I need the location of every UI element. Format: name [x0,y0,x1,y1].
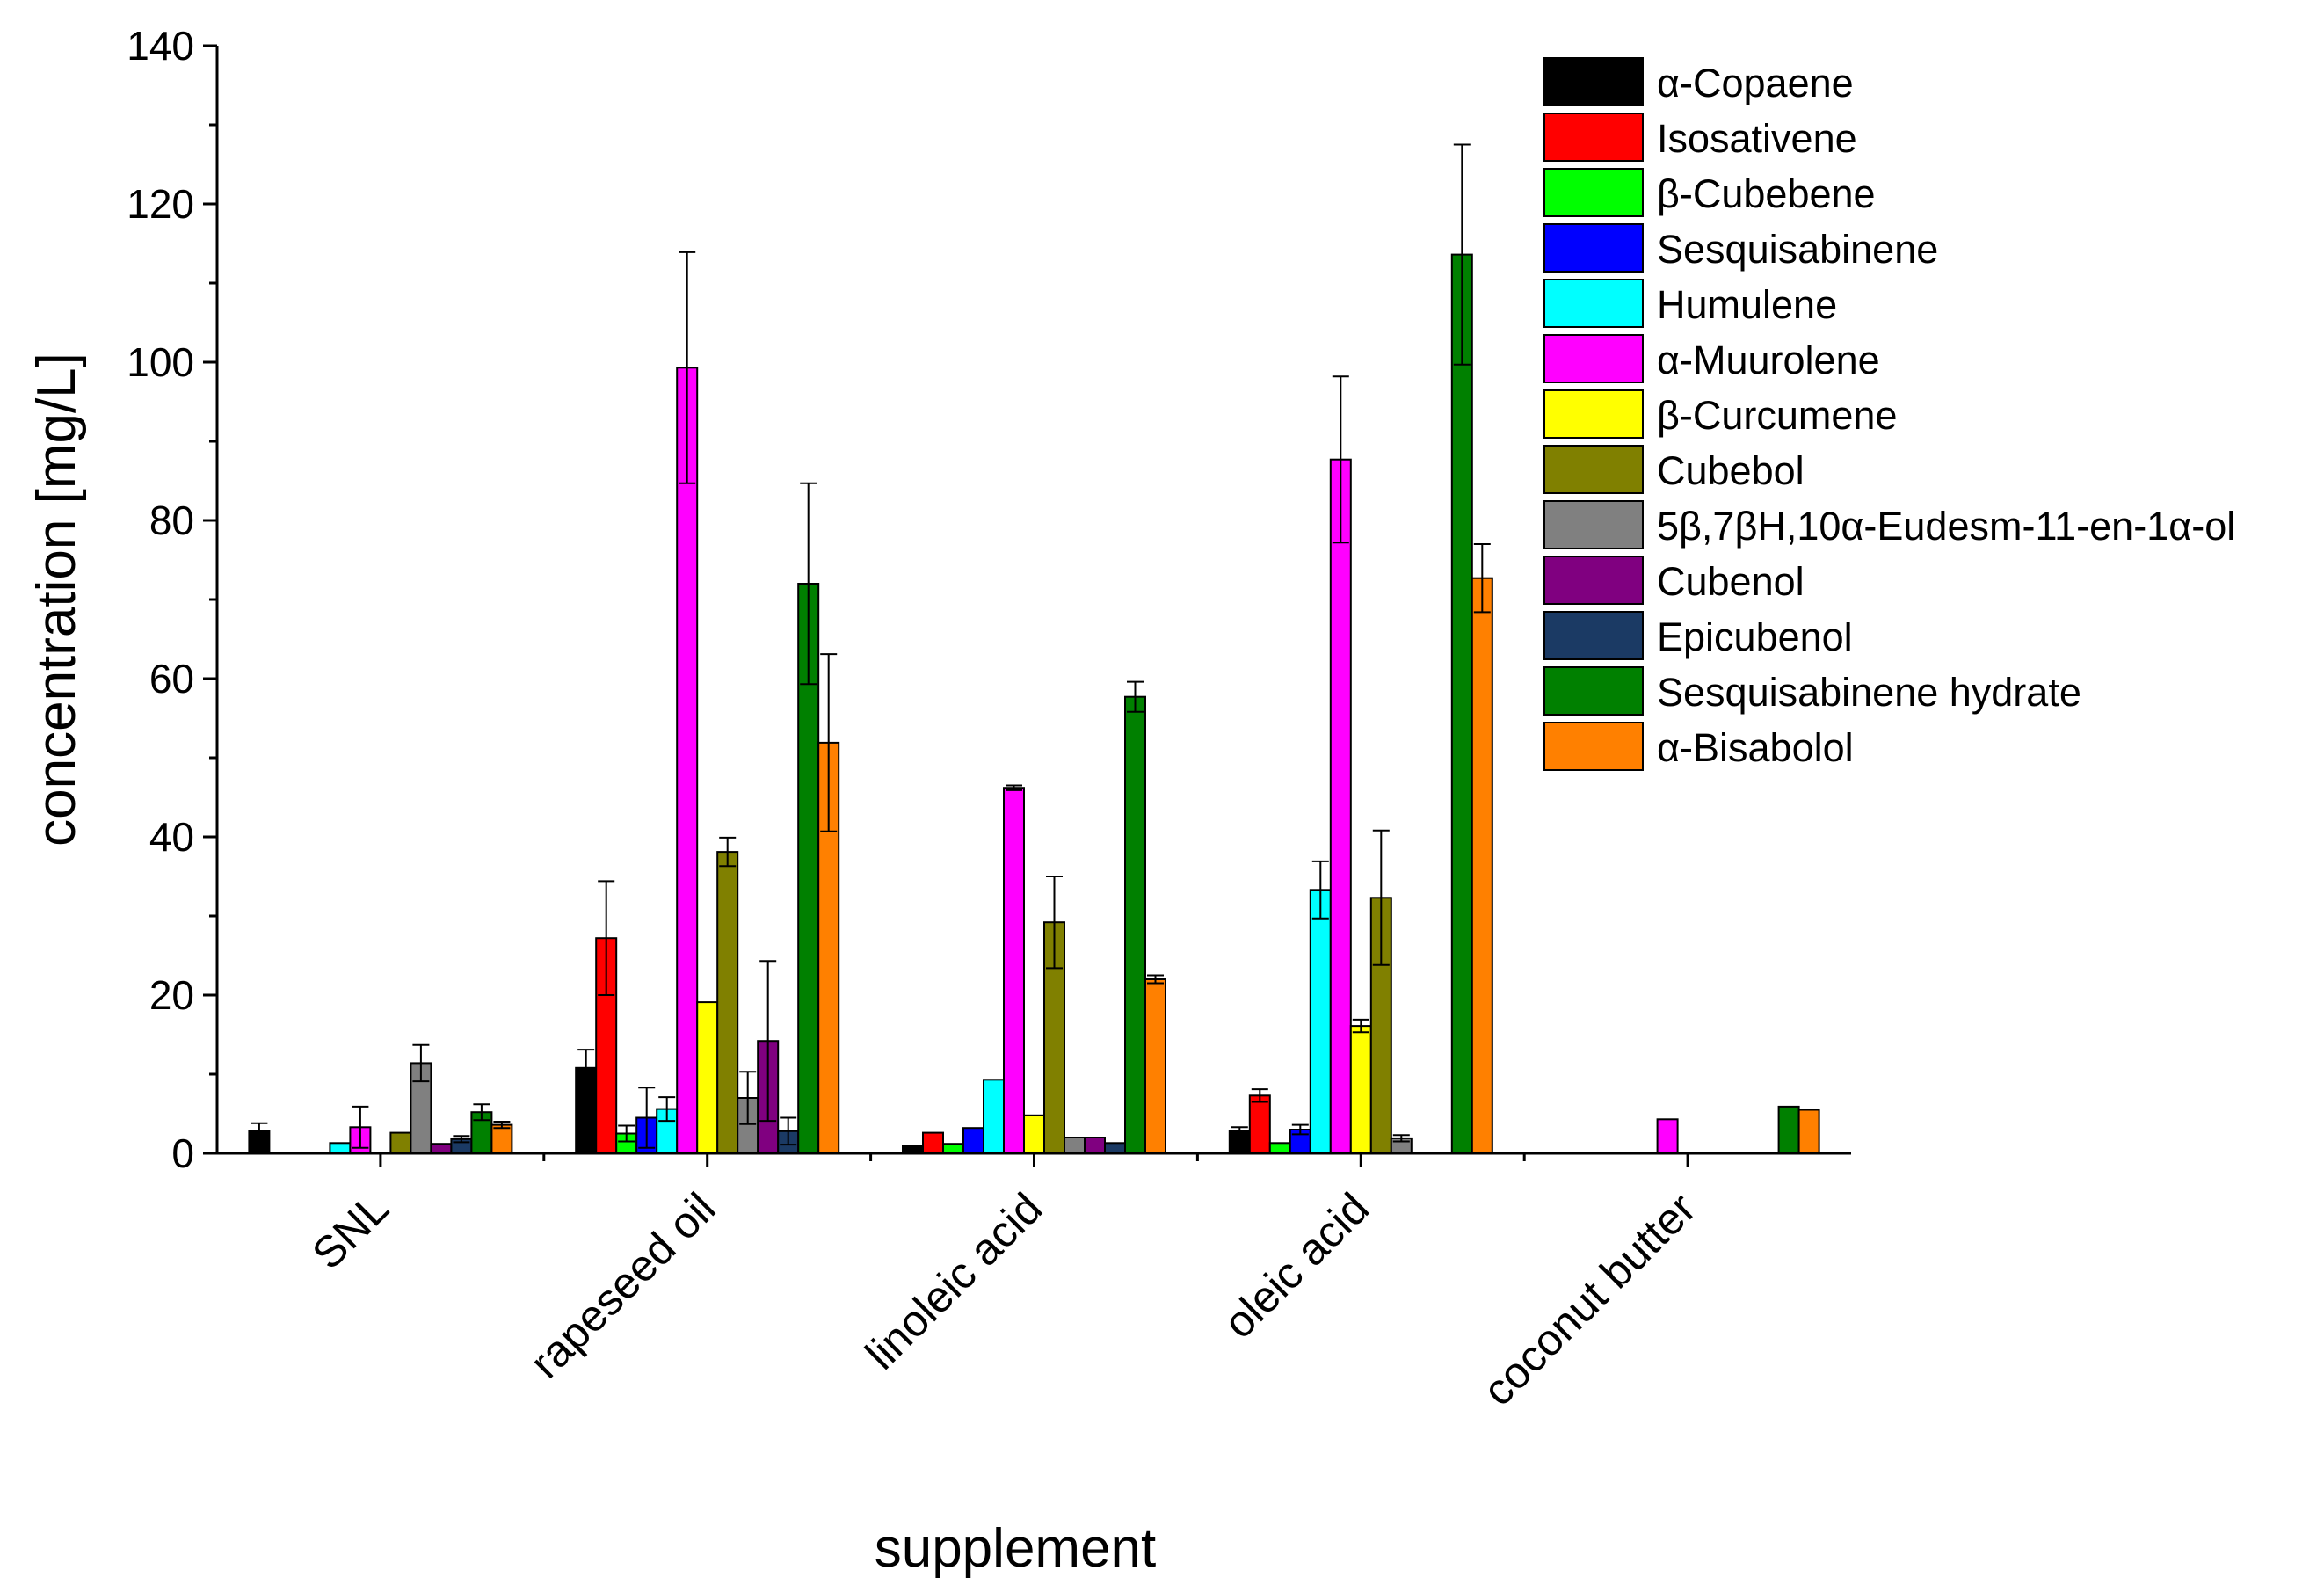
bar-cubebol-snl [389,1131,412,1154]
legend-label-cubebol: Cubebol [1657,448,1805,493]
y-tick-label: 120 [127,181,194,227]
bar-humulene-oleic-acid [1309,889,1332,1154]
legend-label-copaene: α-Copaene [1657,61,1854,105]
y-tick-label: 80 [149,498,194,543]
legend-label-humulene: Humulene [1657,282,1837,327]
bar-isosativene-linoleic-acid [922,1131,944,1154]
legend-swatch-epicubenol [1543,611,1644,660]
legend-swatch-bisabolol [1543,722,1644,771]
bar-sesquisabinene-linoleic-acid [962,1127,984,1154]
legend-swatch-cubebol [1543,445,1644,494]
legend-swatch-curcumene [1543,389,1644,439]
legend-label-epicubenol: Epicubenol [1657,614,1853,659]
legend: α-Copaene Isosativene β-Cubebene Sesquisabi… [1543,57,2235,771]
y-tick-label: 40 [149,814,194,860]
bar-cubenol-snl [430,1143,453,1154]
legend-label-muurolene: α-Muurolene [1657,338,1880,382]
bar-5-7-h-10-eudesm-11-en-1-ol-linoleic-acid [1064,1137,1086,1154]
bar-curcumene-linoleic-acid [1023,1114,1045,1155]
legend-swatch-muurolene [1543,334,1644,383]
bar-cubebol-rapeseed-oil [716,851,739,1154]
legend-swatch-humulene [1543,279,1644,328]
bar-sesquisabinene-hydrate-oleic-acid [1450,253,1473,1155]
x-tick-label: linoleic acid [856,1183,1051,1378]
legend-label-5-7-h-10-eudesm-11-en-1-ol: 5β,7βH,10α-Eudesm-11-en-1α-ol [1657,504,2235,549]
bar-cubebene-oleic-acid [1268,1142,1291,1155]
x-axis-title: supplement [875,1518,1157,1579]
bar-bisabolol-oleic-acid [1471,577,1493,1154]
bar-curcumene-oleic-acid [1349,1025,1372,1154]
legend-label-sesquisabinene: Sesquisabinene [1657,227,1938,272]
bar-bisabolol-snl [490,1123,513,1154]
x-tick-label: SNL [302,1183,397,1278]
y-tick-label: 100 [127,339,194,385]
bar-sesquisabinene-hydrate-coconut-butter [1777,1105,1800,1155]
bar-bisabolol-coconut-butter [1797,1109,1820,1154]
bar-sesquisabinene-hydrate-linoleic-acid [1124,695,1146,1154]
bar-cubenol-linoleic-acid [1084,1137,1106,1154]
x-ticks: SNL rapeseed oil linoleic acid oleic acid co… [302,1153,1705,1415]
legend-label-curcumene: β-Curcumene [1657,393,1897,438]
y-ticks: 0 20 40 60 80 100 120 140 [127,23,217,1176]
x-tick-label: rapeseed oil [520,1183,724,1387]
bar-cubebene-linoleic-acid [942,1143,964,1154]
legend-label-cubebene: β-Cubebene [1657,171,1876,216]
bar-muurolene-coconut-butter [1656,1118,1679,1155]
bar-muurolene-rapeseed-oil [676,367,699,1154]
legend-swatch-sesquisabinene-hydrate [1543,666,1644,716]
bar-epicubenol-linoleic-acid [1104,1142,1126,1155]
legend-swatch-5-7-h-10-eudesm-11-en-1-ol [1543,500,1644,549]
bar-humulene-linoleic-acid [983,1079,1005,1155]
legend-swatch-sesquisabinene [1543,223,1644,273]
legend-label-cubenol: Cubenol [1657,559,1805,604]
bar-bisabolol-linoleic-acid [1144,978,1166,1154]
legend-swatch-copaene [1543,57,1644,106]
x-tick-label: oleic acid [1214,1183,1378,1348]
bar-isosativene-oleic-acid [1248,1094,1271,1155]
legend-label-sesquisabinene-hydrate: Sesquisabinene hydrate [1657,670,2081,715]
legend-swatch-cubebene [1543,168,1644,217]
y-tick-label: 60 [149,656,194,701]
x-tick-label: coconut butter [1473,1183,1705,1415]
legend-swatch-isosativene [1543,113,1644,162]
bar-humulene-snl [329,1142,352,1155]
y-tick-label: 0 [171,1130,194,1176]
legend-label-isosativene: Isosativene [1657,116,1857,161]
y-tick-label: 140 [127,23,194,69]
bar-muurolene-oleic-acid [1329,458,1352,1154]
bar-curcumene-rapeseed-oil [696,1001,719,1154]
legend-swatch-cubenol [1543,556,1644,605]
y-tick-label: 20 [149,972,194,1018]
legend-label-bisabolol: α-Bisabolol [1657,725,1854,770]
y-axis-title: concentration [mg/L] [26,353,87,847]
bar-muurolene-linoleic-acid [1003,787,1025,1154]
